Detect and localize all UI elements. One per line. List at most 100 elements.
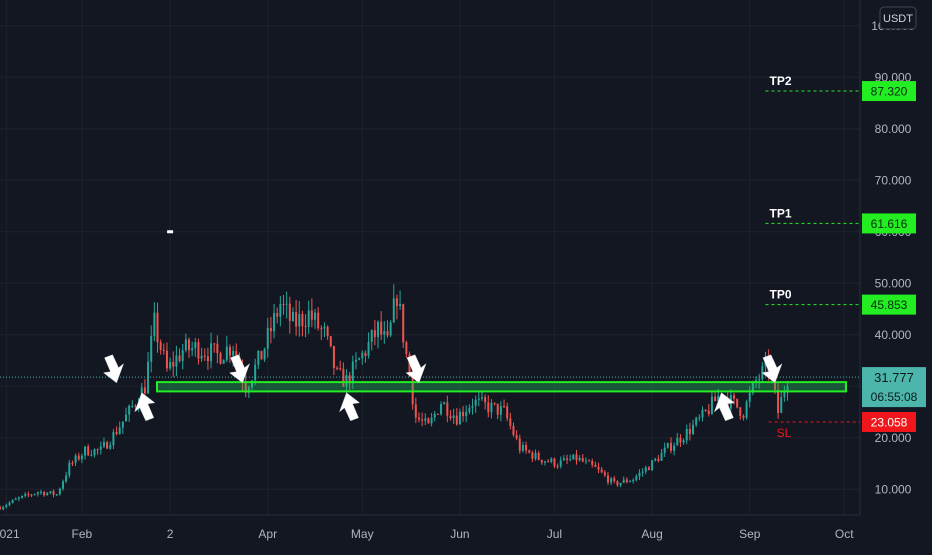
candle-body: [165, 350, 168, 369]
candle-body: [666, 443, 669, 448]
x-tick-label: 2021: [0, 527, 20, 541]
candle-body: [433, 413, 436, 418]
candle-body: [515, 435, 518, 439]
grid-lines: [0, 0, 860, 515]
candle-body: [27, 494, 30, 496]
candle-body: [417, 417, 420, 420]
candle-body: [351, 361, 354, 384]
candle-body: [361, 352, 364, 359]
candle-body: [402, 304, 405, 343]
candle-body: [704, 409, 707, 411]
candle-body: [414, 404, 417, 418]
level-name: SL: [777, 426, 792, 440]
candle-body: [77, 455, 80, 460]
candle-body: [30, 494, 33, 496]
x-tick-label: Jun: [450, 527, 469, 541]
candle-body: [562, 458, 565, 461]
candle-body: [342, 368, 345, 387]
candle-body: [487, 402, 490, 413]
pointer-arrow: [405, 354, 427, 384]
candle-body: [392, 298, 395, 323]
candle-body: [210, 343, 213, 362]
level-name: TP0: [769, 288, 791, 302]
candle-body: [169, 361, 172, 369]
y-tick-label: 20.000: [875, 431, 912, 445]
level-price-tag: [862, 294, 916, 315]
currency-button[interactable]: USDT: [879, 6, 917, 30]
candle-body: [109, 445, 112, 449]
candle-body: [389, 322, 392, 336]
time-axis-panel[interactable]: [0, 515, 932, 550]
candle-body: [52, 491, 55, 495]
candle-body: [49, 491, 52, 494]
candle-body: [159, 342, 162, 350]
candle-body: [430, 417, 433, 424]
candle-body: [153, 312, 156, 337]
candle-body: [509, 418, 512, 426]
candle-body: [603, 472, 606, 476]
candle-body: [496, 403, 499, 415]
candle-body: [279, 303, 282, 317]
candle-body: [55, 494, 58, 496]
candle-body: [512, 425, 515, 436]
candle-body: [669, 443, 672, 451]
candle-body: [443, 402, 446, 405]
candle-body: [282, 303, 285, 305]
candle-body: [758, 379, 761, 381]
x-tick-label: Jul: [547, 527, 562, 541]
candle-body: [701, 409, 704, 418]
candle-body: [550, 458, 553, 462]
candle-body: [200, 355, 203, 359]
candle-body: [339, 368, 342, 370]
bar-countdown: 06:55:08: [871, 390, 918, 404]
candle-body: [679, 437, 682, 443]
candle-body: [619, 482, 622, 486]
candle-body: [613, 478, 616, 482]
candle-body: [46, 493, 49, 496]
current-price-tag: [862, 367, 926, 408]
candle-body: [528, 450, 531, 453]
candle-body: [647, 467, 650, 471]
current-price-label: 31.777: [874, 370, 914, 385]
candle-body: [71, 462, 74, 464]
candle-body: [638, 472, 641, 477]
pointer-arrow: [102, 354, 125, 384]
candle-body: [534, 452, 537, 459]
candle-body: [600, 469, 603, 473]
candle-body: [584, 460, 587, 462]
candle-body: [569, 459, 572, 461]
candle-body: [566, 458, 569, 460]
candle-body: [692, 424, 695, 435]
candle-body: [710, 396, 713, 414]
candle-body: [175, 355, 178, 367]
candle-body: [93, 449, 96, 456]
candle-body: [506, 406, 509, 419]
candle-body: [147, 361, 150, 394]
candle-body: [11, 499, 14, 503]
candle-body: [156, 312, 159, 343]
candle-body: [131, 405, 134, 407]
candle-body: [329, 336, 332, 346]
time-axis: 2021 Feb 2 Apr May Jun Jul Aug Sep Oct: [0, 527, 854, 541]
candle-body: [228, 346, 231, 356]
candle-body: [254, 364, 257, 381]
candle-body: [657, 458, 660, 461]
candle-body: [629, 481, 632, 483]
candle-body: [235, 351, 238, 358]
candle-body: [8, 502, 11, 506]
candle-body: [446, 402, 449, 416]
x-tick-label: May: [351, 527, 374, 541]
candle-body: [685, 429, 688, 441]
candle-body: [572, 454, 575, 460]
candle-body: [427, 418, 430, 424]
candle-body: [449, 415, 452, 419]
candle-body: [673, 445, 676, 451]
candle-body: [559, 460, 562, 467]
candle-body: [216, 343, 219, 354]
candle-body: [578, 457, 581, 461]
candle-body: [531, 452, 534, 459]
candle-body: [273, 313, 276, 332]
y-tick-label: 50.000: [875, 276, 912, 290]
